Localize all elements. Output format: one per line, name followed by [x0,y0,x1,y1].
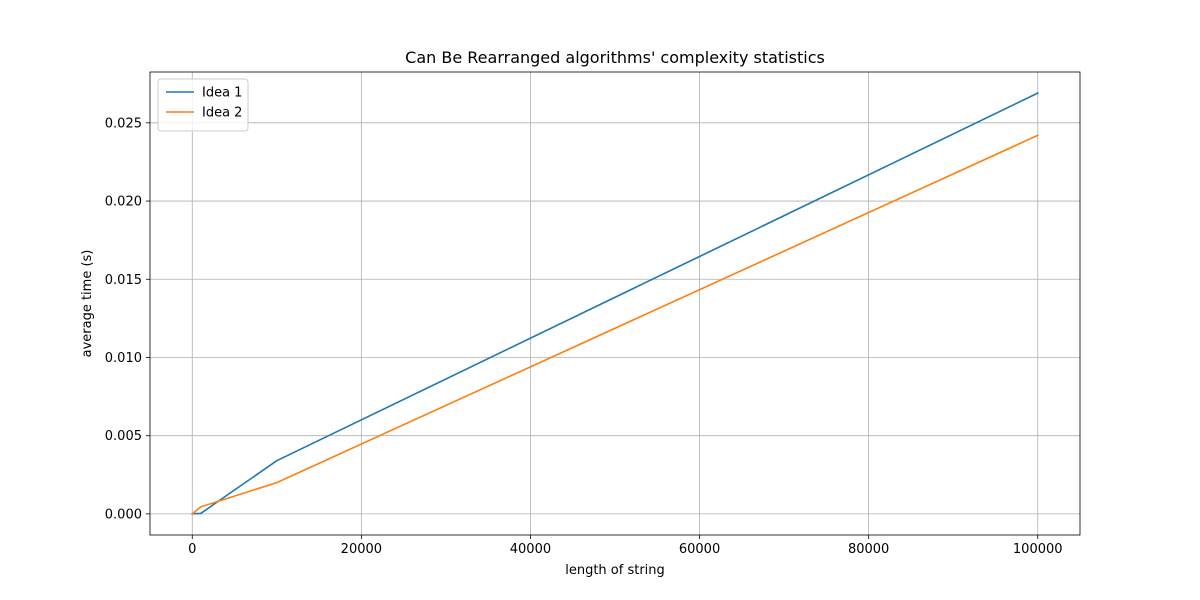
x-axis-ticks: 0 20000 40000 60000 80000 100000 [188,535,1063,557]
x-tick-label: 80000 [848,542,889,557]
y-tick-label: 0.010 [105,351,142,366]
x-tick-label: 0 [188,542,196,557]
chart-title: Can Be Rearranged algorithms' complexity… [405,48,825,67]
series-lines [191,92,1039,516]
y-tick-label: 0.020 [105,195,142,210]
y-axis-ticks: 0.000 0.005 0.010 0.015 0.020 0.025 [105,116,150,522]
plot-frame [149,71,1081,536]
series-line-idea-2 [191,134,1039,516]
x-tick-label: 100000 [1013,542,1063,557]
legend-label-idea-1: Idea 1 [202,86,242,101]
legend: Idea 1 Idea 2 [157,78,249,132]
x-tick-label: 60000 [679,542,720,557]
x-axis-label: length of string [565,563,665,578]
grid [150,72,1080,535]
y-tick-label: 0.025 [105,116,142,131]
x-tick-label: 40000 [510,542,551,557]
y-tick-label: 0.005 [105,429,142,444]
x-tick-label: 20000 [341,542,382,557]
y-axis-label: average time (s) [80,250,95,358]
y-tick-label: 0.015 [105,273,142,288]
legend-label-idea-2: Idea 2 [202,106,242,121]
y-tick-label: 0.000 [105,507,142,522]
